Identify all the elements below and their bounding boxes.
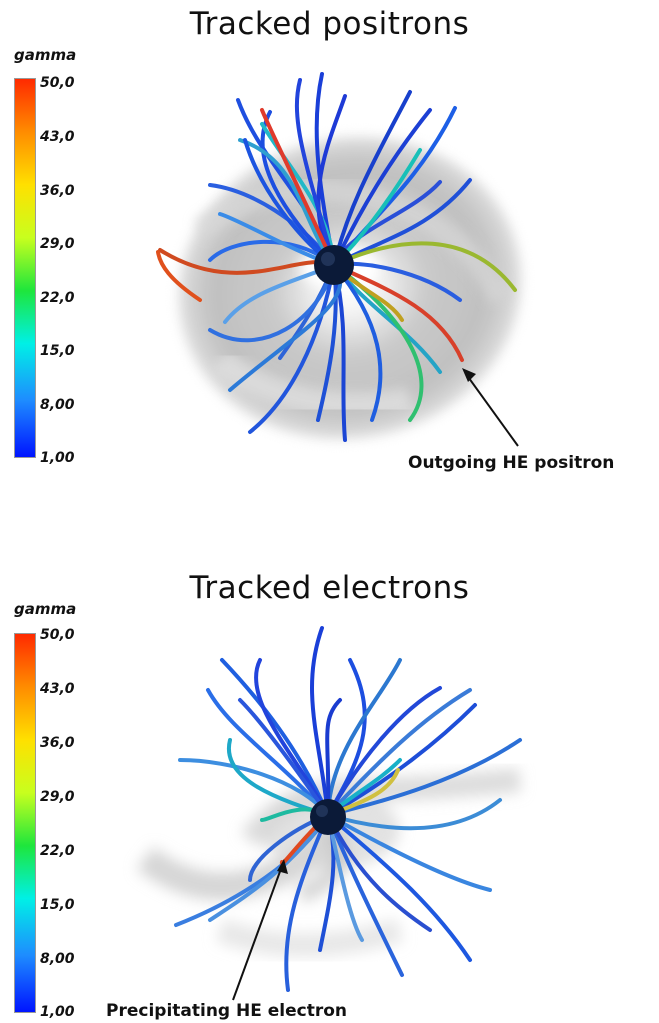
bottom-colorbar-tick: 1,00 — [40, 1004, 75, 1020]
annotation-arrow — [462, 368, 519, 447]
bottom-colorbar-tick: 29,0 — [40, 789, 75, 805]
top-colorbar-tick: 1,00 — [40, 450, 75, 466]
top-colorbar-tick: 43,0 — [40, 129, 75, 145]
top-colorbar-tick: 29,0 — [40, 236, 75, 252]
top-colorbar — [14, 78, 36, 458]
bottom-colorbar-tick: 50,0 — [40, 627, 75, 643]
top-colorbar-tick: 8,00 — [40, 397, 75, 413]
bottom-colorbar-tick: 22,0 — [40, 843, 75, 859]
bottom-panel-title: Tracked electrons — [189, 570, 470, 606]
annotation-arrow — [232, 859, 288, 1001]
bottom-colorbar — [14, 633, 36, 1013]
electron-track-render — [136, 626, 522, 1001]
bottom-colorbar-tick: 8,00 — [40, 951, 75, 967]
positron-annotation: Outgoing HE positron — [408, 453, 615, 473]
electron-tracks — [174, 626, 522, 992]
top-colorbar-tick: 50,0 — [40, 75, 75, 91]
top-panel-title: Tracked positrons — [189, 6, 470, 42]
top-colorbar-tick: 15,0 — [40, 343, 75, 359]
positron-track-render — [156, 72, 522, 447]
bottom-colorbar-tick: 43,0 — [40, 681, 75, 697]
bottom-colorbar-label: gamma — [14, 600, 77, 618]
bottom-colorbar-tick: 15,0 — [40, 897, 75, 913]
central-body — [310, 799, 346, 835]
top-colorbar-tick: 22,0 — [40, 290, 75, 306]
central-body — [314, 245, 354, 285]
top-colorbar-label: gamma — [14, 46, 77, 64]
bottom-colorbar-tick: 36,0 — [40, 735, 75, 751]
top-colorbar-tick: 36,0 — [40, 183, 75, 199]
electron-annotation: Precipitating HE electron — [106, 1001, 348, 1021]
